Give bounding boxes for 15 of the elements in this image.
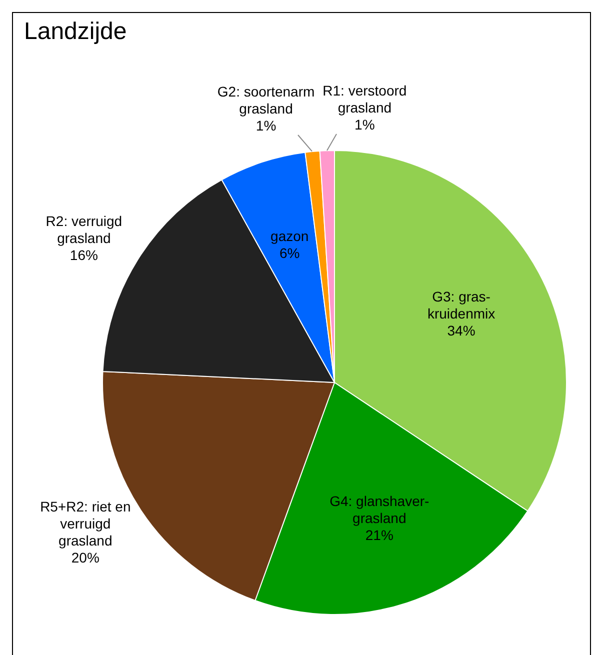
data-label: 21% — [365, 527, 394, 544]
slice-label: G4: glanshaver-grasland — [330, 493, 430, 526]
slice-label: R2: verruigd grasland — [46, 212, 122, 246]
slice-label: G3: gras-kruidenmix — [427, 288, 496, 322]
slice-label: G2: soortenarm grasland — [217, 84, 315, 117]
data-label: 1% — [256, 118, 276, 134]
data-label: 16% — [70, 246, 98, 263]
slice-label: R1: verstoord grasland — [322, 82, 407, 116]
data-label: 34% — [447, 322, 476, 338]
data-label: 20% — [71, 550, 100, 566]
chart-title: Landzijde — [24, 18, 127, 46]
slice-label: R5+R2: riet en verruigd grasland — [40, 498, 131, 549]
data-label: 1% — [354, 116, 375, 132]
data-label: 6% — [280, 245, 300, 262]
slice-label: gazon — [270, 228, 309, 244]
